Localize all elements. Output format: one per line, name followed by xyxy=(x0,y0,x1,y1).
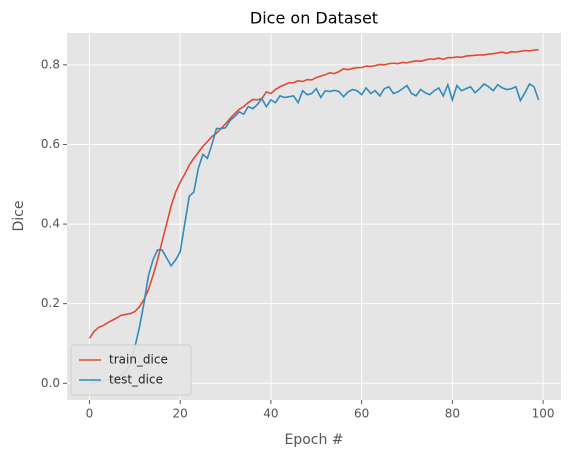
y-axis-label: Dice xyxy=(11,201,27,232)
legend-box xyxy=(70,344,192,396)
x-tick-label: 100 xyxy=(532,407,555,421)
x-tick-label: 60 xyxy=(354,407,369,421)
x-tick-label: 40 xyxy=(263,407,278,421)
y-tick-label: 0.6 xyxy=(41,137,60,151)
line-series xyxy=(88,48,539,339)
y-tick-label: 0.8 xyxy=(41,57,60,71)
line-series xyxy=(89,82,540,385)
y-tick-label: 0.4 xyxy=(41,217,60,231)
x-axis-label: Epoch # xyxy=(284,432,343,448)
x-tick-label: 0 xyxy=(86,407,94,421)
x-tick-label: 80 xyxy=(445,407,460,421)
plot-background xyxy=(67,33,561,400)
legend-label: train_dice xyxy=(109,353,168,367)
y-tick-label: 0.0 xyxy=(41,376,60,390)
y-tick-label: 0.2 xyxy=(41,296,60,310)
x-tick-label: 20 xyxy=(173,407,188,421)
legend-label: test_dice xyxy=(109,373,163,387)
chart-title: Dice on Dataset xyxy=(250,9,378,28)
